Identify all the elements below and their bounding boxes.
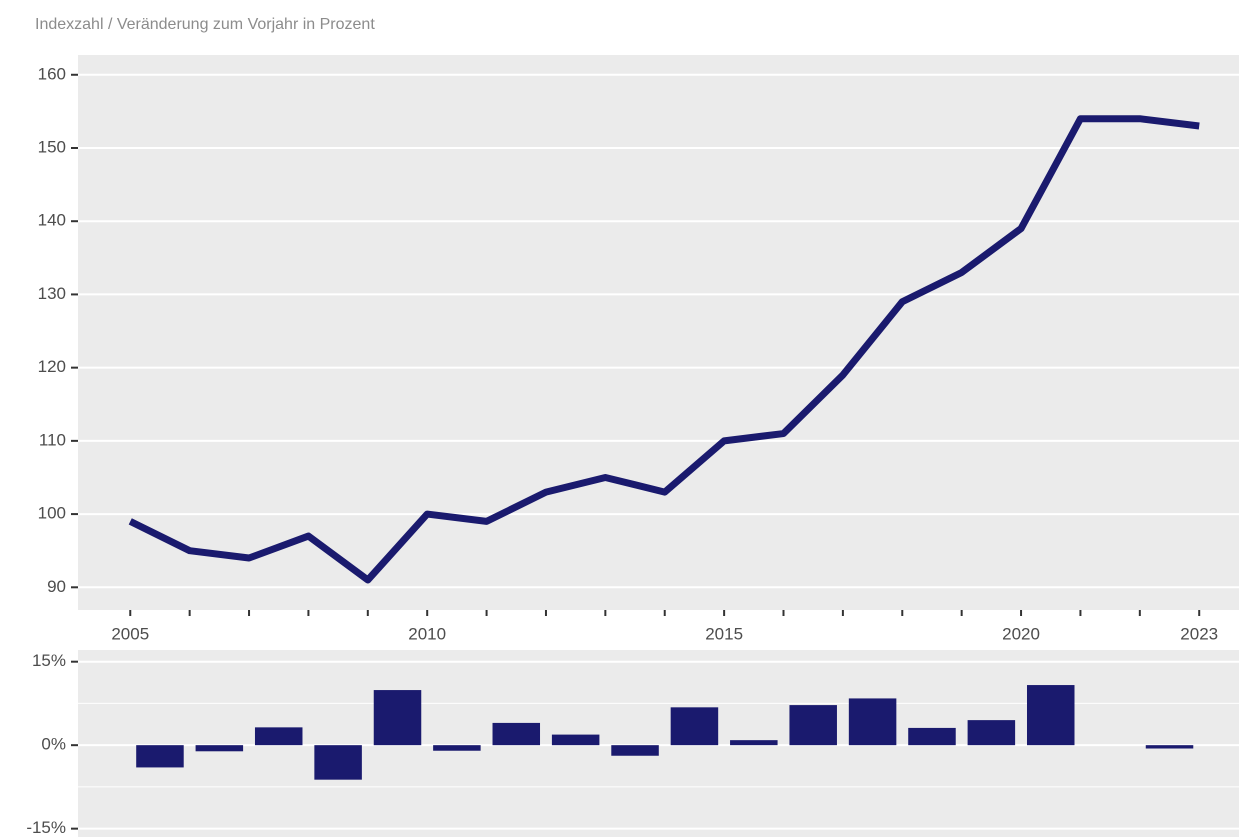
- bar: [908, 727, 956, 746]
- bar: [848, 698, 897, 746]
- y-tick-label: 160: [38, 64, 66, 83]
- bar: [136, 745, 184, 768]
- y-tick-label: 130: [38, 284, 66, 303]
- bar: [670, 707, 719, 746]
- bar: [195, 745, 244, 752]
- bar: [611, 745, 659, 756]
- x-tick-label: 2023: [1180, 624, 1218, 643]
- y-tick-label: 0%: [41, 735, 66, 754]
- y-tick-label: 150: [38, 137, 66, 156]
- y-tick-label: 110: [39, 430, 66, 449]
- bar: [1026, 685, 1075, 746]
- bar: [1145, 745, 1194, 749]
- line: [128, 115, 1200, 584]
- bar: [433, 745, 481, 751]
- x-tick-label: 2010: [408, 624, 446, 643]
- y-tick-label: -15%: [26, 818, 66, 837]
- y-tick-label: 90: [47, 577, 66, 596]
- bar: [730, 740, 778, 746]
- x-tick-label: 2005: [111, 624, 149, 643]
- bar: [254, 727, 303, 746]
- y-tick-label: 100: [38, 504, 66, 523]
- y-tick-label: 120: [38, 357, 66, 376]
- x-tick-label: 2020: [1002, 624, 1040, 643]
- bar: [967, 720, 1016, 746]
- y-tick-label: 140: [38, 211, 66, 230]
- bar: [551, 734, 600, 746]
- chart-subtitle: Indexzahl / Veränderung zum Vorjahr in P…: [35, 16, 375, 33]
- bar: [373, 690, 422, 746]
- bar: [314, 745, 362, 780]
- bar: [789, 705, 837, 746]
- bar: [492, 722, 541, 746]
- plot-background: [78, 55, 1239, 610]
- x-tick-label: 2015: [705, 624, 743, 643]
- y-tick-label: 15%: [32, 651, 66, 670]
